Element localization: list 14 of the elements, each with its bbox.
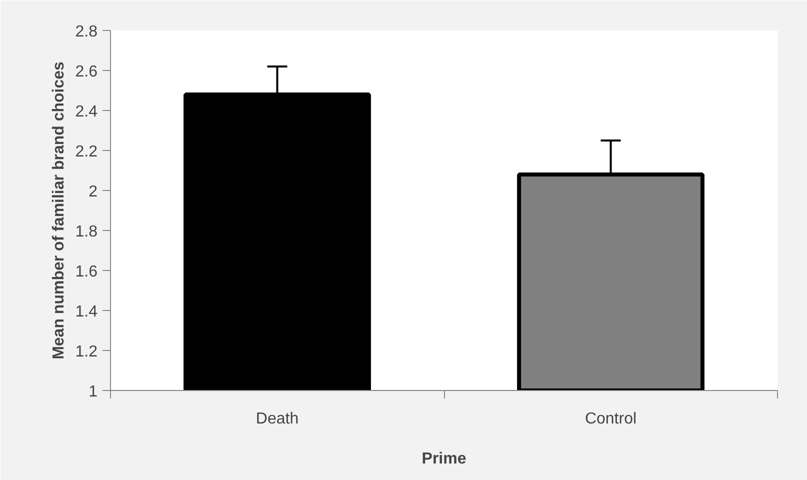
y-tick-label: 1 [88,384,98,400]
y-tick-label: 1.8 [75,224,98,240]
y-tick-label: 1.6 [75,264,98,280]
x-axis-title: Prime [422,450,466,468]
x-tick-label: Control [584,410,637,428]
y-tick-label: 2.6 [75,64,98,80]
x-tick-label: Death [256,410,299,428]
y-tick-label: 2.2 [75,144,98,160]
y-tick-label: 2.8 [75,24,98,40]
y-tick-label: 1.2 [75,344,98,360]
y-axis-title: Mean number of familiar brand choices [50,61,68,360]
y-tick-label: 2.4 [75,104,98,120]
y-tick-label: 1.4 [75,304,98,320]
y-tick-label: 2 [88,184,98,200]
